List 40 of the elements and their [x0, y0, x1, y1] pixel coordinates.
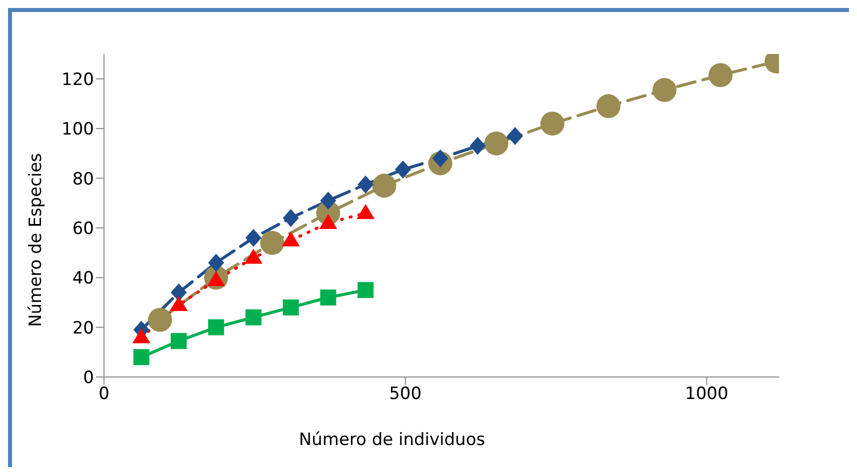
point	[282, 299, 299, 316]
point	[507, 126, 524, 145]
x-tick-label: 0	[98, 384, 110, 404]
y-tick-label: 120	[62, 70, 94, 90]
x-tick-label: 500	[389, 384, 422, 404]
y-tick-label: 0	[83, 368, 94, 388]
point	[282, 231, 300, 246]
point	[596, 94, 620, 118]
point	[132, 328, 150, 344]
y-tick-label: 40	[72, 268, 94, 289]
point	[244, 248, 262, 264]
point	[170, 296, 188, 311]
point	[208, 254, 224, 272]
point	[260, 230, 284, 255]
point	[540, 112, 564, 136]
point	[708, 63, 733, 88]
point	[470, 136, 486, 155]
point	[320, 192, 336, 210]
point	[358, 282, 374, 298]
x-axis-title: Número de individuos	[298, 430, 486, 450]
point	[245, 309, 262, 326]
point	[245, 228, 262, 247]
point	[170, 332, 187, 349]
point	[652, 78, 676, 102]
y-tick-label: 80	[72, 169, 94, 190]
point	[372, 174, 396, 198]
y-tick-label: 100	[62, 120, 94, 140]
point	[484, 131, 508, 156]
point	[394, 160, 411, 179]
point	[358, 175, 374, 194]
point	[148, 308, 172, 332]
point	[282, 208, 299, 227]
y-tick-label: 20	[72, 318, 94, 338]
point	[133, 349, 150, 366]
y-tick-label: 60	[72, 218, 94, 239]
x-tick-label: 1000	[685, 384, 728, 404]
point	[208, 319, 224, 336]
y-axis-title: Número de Especies	[26, 153, 46, 327]
point	[320, 289, 336, 306]
point	[356, 204, 375, 220]
